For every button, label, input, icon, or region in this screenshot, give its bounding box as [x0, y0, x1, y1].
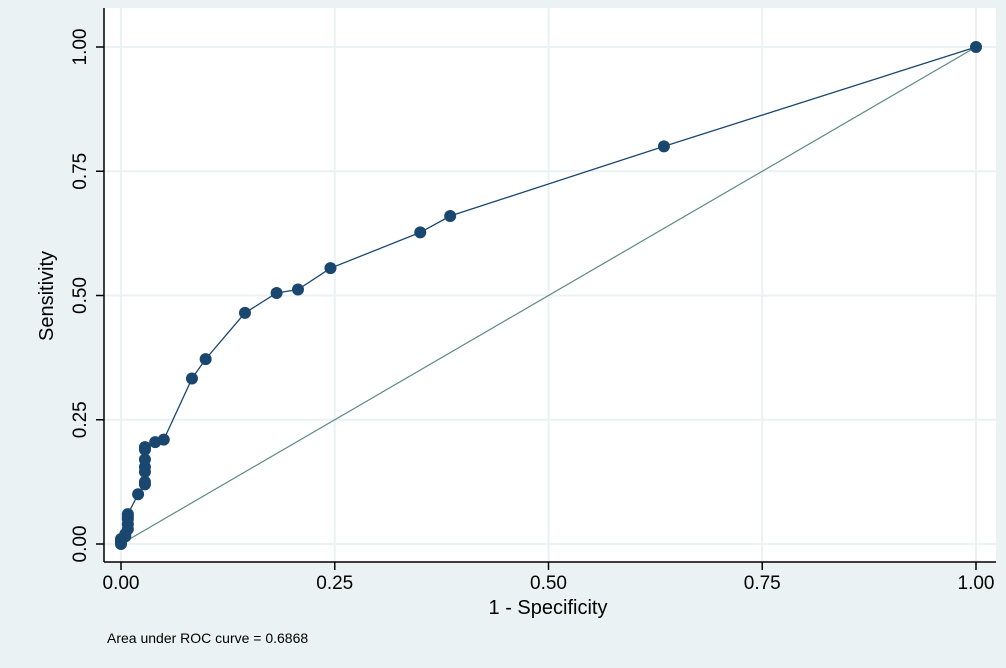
- x-axis-ticks: 0.00 0.25 0.50 0.75 1.00: [103, 562, 995, 594]
- roc-point: [970, 41, 982, 53]
- axes: [103, 8, 996, 563]
- x-tick-label: 1.00: [958, 573, 995, 594]
- roc-point: [121, 508, 134, 521]
- roc-point: [138, 441, 151, 454]
- x-tick-label: 0.50: [530, 573, 567, 594]
- roc-point: [238, 306, 251, 319]
- y-tick-label: 0.00: [70, 526, 91, 563]
- x-tick-label: 0.00: [103, 573, 140, 594]
- y-tick-label: 1.00: [70, 29, 91, 66]
- grid: [104, 8, 996, 562]
- roc-point: [199, 353, 212, 366]
- y-axis-title: Sensitivity: [36, 251, 58, 341]
- roc-point: [157, 433, 170, 446]
- roc-point: [185, 372, 198, 385]
- reference-line: [120, 46, 977, 545]
- roc-point: [138, 475, 151, 488]
- series: [115, 41, 982, 550]
- roc-point: [270, 287, 283, 300]
- plot-area: [104, 8, 996, 562]
- x-tick-label: 0.75: [744, 573, 781, 594]
- y-tick-label: 0.50: [70, 277, 91, 314]
- roc-point: [444, 209, 457, 222]
- roc-point: [132, 488, 145, 501]
- roc-point: [414, 226, 427, 239]
- roc-point: [138, 453, 151, 466]
- auc-annotation: Area under ROC curve = 0.6868: [107, 630, 308, 646]
- y-axis-ticks: 0.00 0.25 0.50 0.75 1.00: [70, 29, 104, 563]
- x-tick-label: 0.25: [316, 573, 353, 594]
- roc-point: [657, 140, 670, 153]
- roc-point: [291, 283, 304, 296]
- y-tick-label: 0.75: [70, 153, 91, 190]
- y-tick-label: 0.25: [70, 401, 91, 438]
- roc-point: [324, 262, 337, 275]
- x-axis-title: 1 - Specificity: [489, 597, 608, 619]
